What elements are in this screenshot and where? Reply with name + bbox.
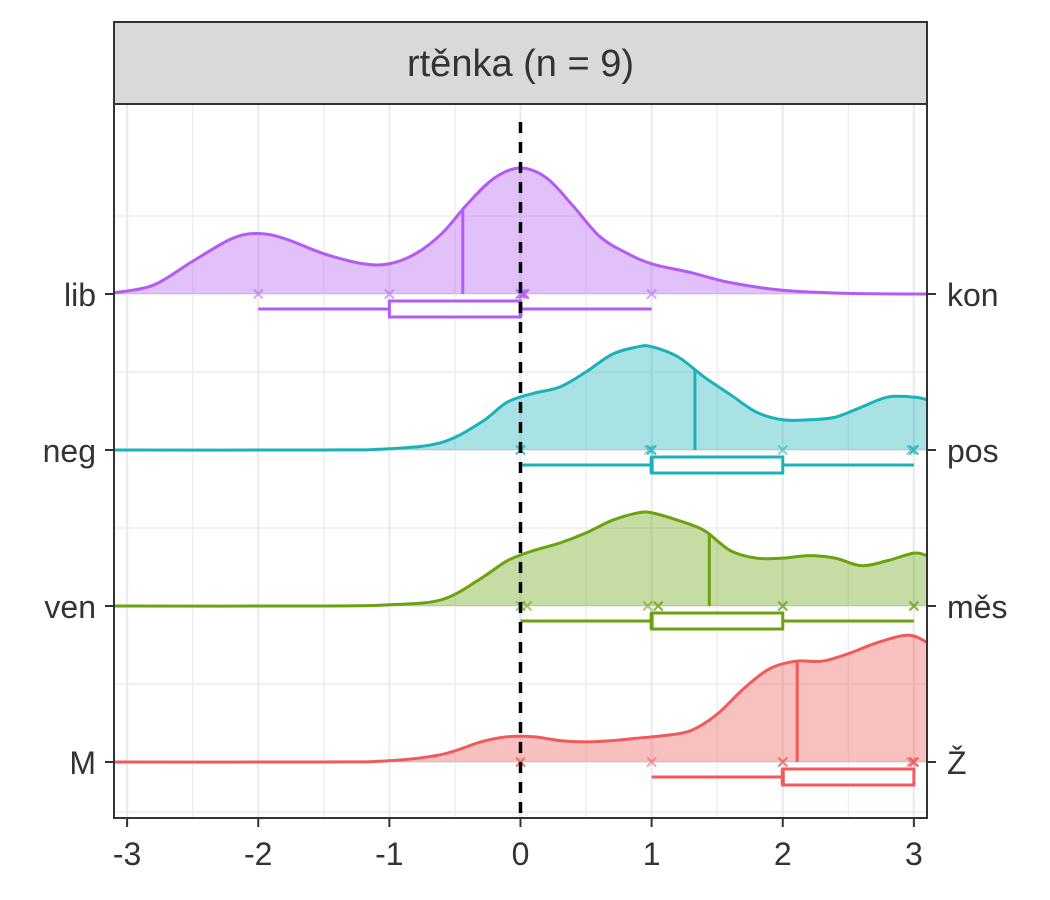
axes-layer: -3 -2 -1 0 1 2 3 lib kon neg pos ven měs M Ž bbox=[43, 277, 1008, 872]
x-tick-label: -2 bbox=[244, 836, 272, 872]
box-M bbox=[781, 767, 916, 787]
data-point-lib bbox=[646, 288, 657, 300]
box-lib bbox=[387, 299, 522, 319]
x-tick-label: -1 bbox=[375, 836, 403, 872]
box-neg bbox=[650, 455, 785, 475]
density-area-ven bbox=[114, 511, 927, 607]
data-point-M bbox=[908, 756, 920, 768]
data-point-ven bbox=[521, 600, 533, 612]
data-point-neg bbox=[906, 444, 917, 456]
data-point-neg bbox=[643, 444, 655, 456]
data-point-lib bbox=[253, 288, 264, 300]
data-point-ven bbox=[642, 600, 653, 612]
facet-strip-background bbox=[113, 21, 928, 105]
x-tick-label: 2 bbox=[774, 836, 792, 872]
series-neg bbox=[113, 344, 928, 475]
y-label-left-M: M bbox=[69, 745, 96, 781]
y-label-right-měs: měs bbox=[947, 589, 1007, 625]
data-point-neg bbox=[777, 444, 788, 456]
x-tick-label: 3 bbox=[905, 836, 923, 872]
data-point-M bbox=[906, 756, 917, 768]
x-tick-label: 0 bbox=[512, 836, 530, 872]
data-point-M bbox=[646, 756, 657, 768]
data-point-lib bbox=[384, 288, 395, 300]
y-label-left-lib: lib bbox=[64, 277, 96, 313]
data-point-neg bbox=[646, 444, 657, 456]
y-label-right-pos: pos bbox=[947, 433, 999, 469]
y-label-right-Ž: Ž bbox=[947, 745, 967, 781]
density-line-M bbox=[113, 633, 928, 764]
data-point-ven bbox=[777, 600, 788, 612]
density-line-lib bbox=[113, 166, 928, 296]
x-tick-label: -3 bbox=[113, 836, 141, 872]
data-point-neg bbox=[908, 444, 920, 456]
data-point-ven bbox=[652, 600, 664, 612]
y-label-left-ven: ven bbox=[44, 589, 96, 625]
series-M bbox=[113, 633, 928, 787]
facet-strip: rtěnka (n = 9) bbox=[113, 21, 928, 105]
y-label-left-neg: neg bbox=[43, 433, 96, 469]
y-label-right-kon: kon bbox=[947, 277, 999, 313]
density-line-neg bbox=[113, 344, 928, 452]
data-point-ven bbox=[908, 600, 920, 612]
density-line-ven bbox=[113, 510, 928, 608]
box-ven bbox=[650, 611, 785, 631]
density-area-M bbox=[114, 635, 927, 763]
series-ven bbox=[113, 510, 928, 631]
data-point-lib bbox=[515, 288, 526, 300]
facet-strip-title: rtěnka (n = 9) bbox=[407, 43, 634, 85]
data-point-M bbox=[777, 756, 788, 768]
x-tick-label: 1 bbox=[643, 836, 661, 872]
